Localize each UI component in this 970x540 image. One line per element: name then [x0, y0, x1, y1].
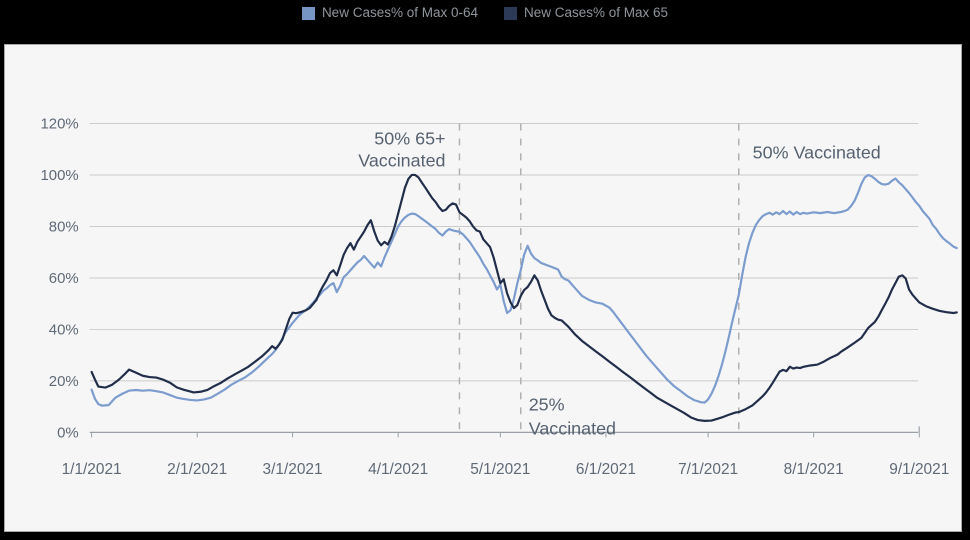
- annotation-text: 50% 65+: [374, 129, 445, 149]
- annotation-text: Vaccinated: [529, 418, 616, 438]
- chart-legend: New Cases% of Max 0-64 New Cases% of Max…: [0, 0, 970, 44]
- legend-label-65: New Cases% of Max 65: [524, 5, 669, 20]
- legend-swatch-0-64-icon: [301, 6, 315, 20]
- series-line-65: [90, 173, 958, 422]
- legend-label-0-64: New Cases% of Max 0-64: [321, 5, 478, 20]
- annotation-text: 25%: [529, 394, 565, 414]
- line-chart: 0% 20% 40% 60% 80% 100% 120% 1/1/2021 2/1/2021 3/…: [40, 115, 958, 478]
- y-tick-label: 80%: [49, 218, 79, 235]
- legend-item-new-cases-0-64[interactable]: New Cases% of Max 0-64: [301, 5, 478, 21]
- y-tick-label: 60%: [49, 270, 79, 287]
- series-line-0-64: [90, 173, 958, 407]
- x-tick-label: 2/1/2021: [167, 461, 227, 478]
- x-tick-label: 5/1/2021: [470, 461, 530, 478]
- x-tick-label: 6/1/2021: [576, 461, 636, 478]
- x-tick-label: 8/1/2021: [784, 461, 844, 478]
- y-tick-label: 20%: [49, 373, 79, 390]
- annotation-text: Vaccinated: [358, 151, 445, 171]
- y-tick-label: 120%: [40, 115, 78, 132]
- x-tick-label: 9/1/2021: [889, 461, 949, 478]
- chart-panel: 0% 20% 40% 60% 80% 100% 120% 1/1/2021 2/1/2021 3/…: [4, 44, 962, 532]
- x-tick-label: 4/1/2021: [368, 461, 428, 478]
- x-tick-label: 7/1/2021: [678, 461, 738, 478]
- y-tick-label: 0%: [57, 424, 79, 441]
- x-tick-label: 1/1/2021: [62, 461, 122, 478]
- y-tick-label: 40%: [49, 321, 79, 338]
- annotation-text: 50% Vaccinated: [753, 143, 881, 163]
- y-tick-label: 100%: [40, 167, 78, 184]
- legend-swatch-65-icon: [504, 6, 517, 20]
- legend-item-new-cases-65[interactable]: New Cases% of Max 65: [504, 5, 668, 21]
- x-tick-label: 3/1/2021: [263, 461, 323, 478]
